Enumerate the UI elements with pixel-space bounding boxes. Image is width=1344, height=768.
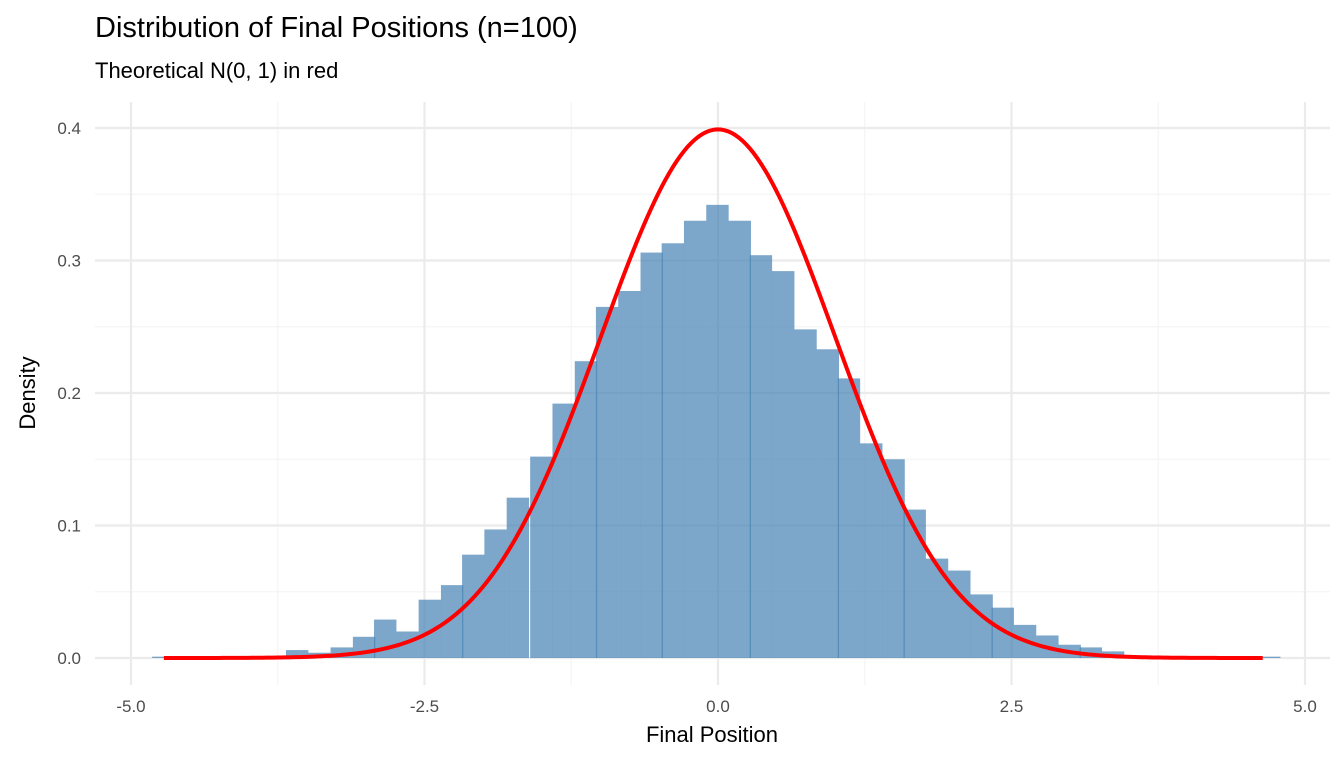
- chart-title: Distribution of Final Positions (n=100): [95, 12, 578, 44]
- x-tick-label: 2.5: [1000, 697, 1024, 716]
- histogram-bar: [552, 403, 575, 658]
- histogram-bar: [794, 329, 817, 658]
- histogram-bar: [903, 509, 926, 658]
- normal-density-curve: [163, 127, 1263, 660]
- histogram-bar: [374, 619, 397, 658]
- y-axis-ticks: 0.0 0.1 0.2 0.3 0.4: [57, 119, 81, 668]
- histogram-bar: [772, 271, 795, 658]
- histogram-bar: [837, 378, 861, 658]
- histogram-bar: [530, 456, 553, 658]
- y-tick-label: 0.0: [57, 649, 81, 668]
- histogram-bar: [948, 570, 971, 658]
- histogram-bar: [1258, 656, 1281, 658]
- histogram-bar: [706, 204, 729, 658]
- histogram-bar: [970, 594, 993, 658]
- x-tick-label: 5.0: [1293, 697, 1317, 716]
- histogram-bar: [661, 243, 685, 658]
- histogram-bar: [330, 647, 353, 658]
- y-tick-label: 0.3: [57, 252, 81, 271]
- histogram-bar: [440, 585, 464, 658]
- histogram-bars: [152, 204, 1281, 659]
- x-tick-label: 0.0: [706, 697, 730, 716]
- histogram-bar: [462, 554, 485, 658]
- histogram-bar: [595, 306, 619, 658]
- histogram-bar: [860, 443, 883, 658]
- histogram-bar: [506, 497, 530, 658]
- histogram-bar: [728, 220, 751, 658]
- histogram-bar: [816, 349, 840, 658]
- chart-subtitle: Theoretical N(0, 1) in red: [95, 58, 339, 83]
- histogram-bar: [152, 656, 175, 658]
- x-axis-ticks: -5.0 -2.5 0.0 2.5 5.0: [116, 697, 1316, 716]
- y-tick-label: 0.1: [57, 517, 81, 536]
- histogram-bar: [683, 220, 707, 658]
- x-tick-label: -5.0: [116, 697, 145, 716]
- x-axis-label: Final Position: [645, 722, 779, 747]
- histogram-bar: [285, 650, 309, 658]
- histogram-bar: [749, 255, 773, 658]
- histogram-bar: [991, 607, 1014, 658]
- histogram-bar: [925, 558, 949, 658]
- histogram-bar: [882, 459, 905, 658]
- histogram-bar: [640, 252, 663, 659]
- x-tick-label: -2.5: [410, 697, 439, 716]
- y-tick-label: 0.4: [57, 119, 81, 138]
- histogram-bar: [618, 290, 641, 658]
- histogram-bar: [418, 599, 442, 658]
- histogram-bar: [574, 361, 598, 658]
- histogram-bar: [484, 529, 507, 658]
- y-tick-label: 0.2: [57, 384, 81, 403]
